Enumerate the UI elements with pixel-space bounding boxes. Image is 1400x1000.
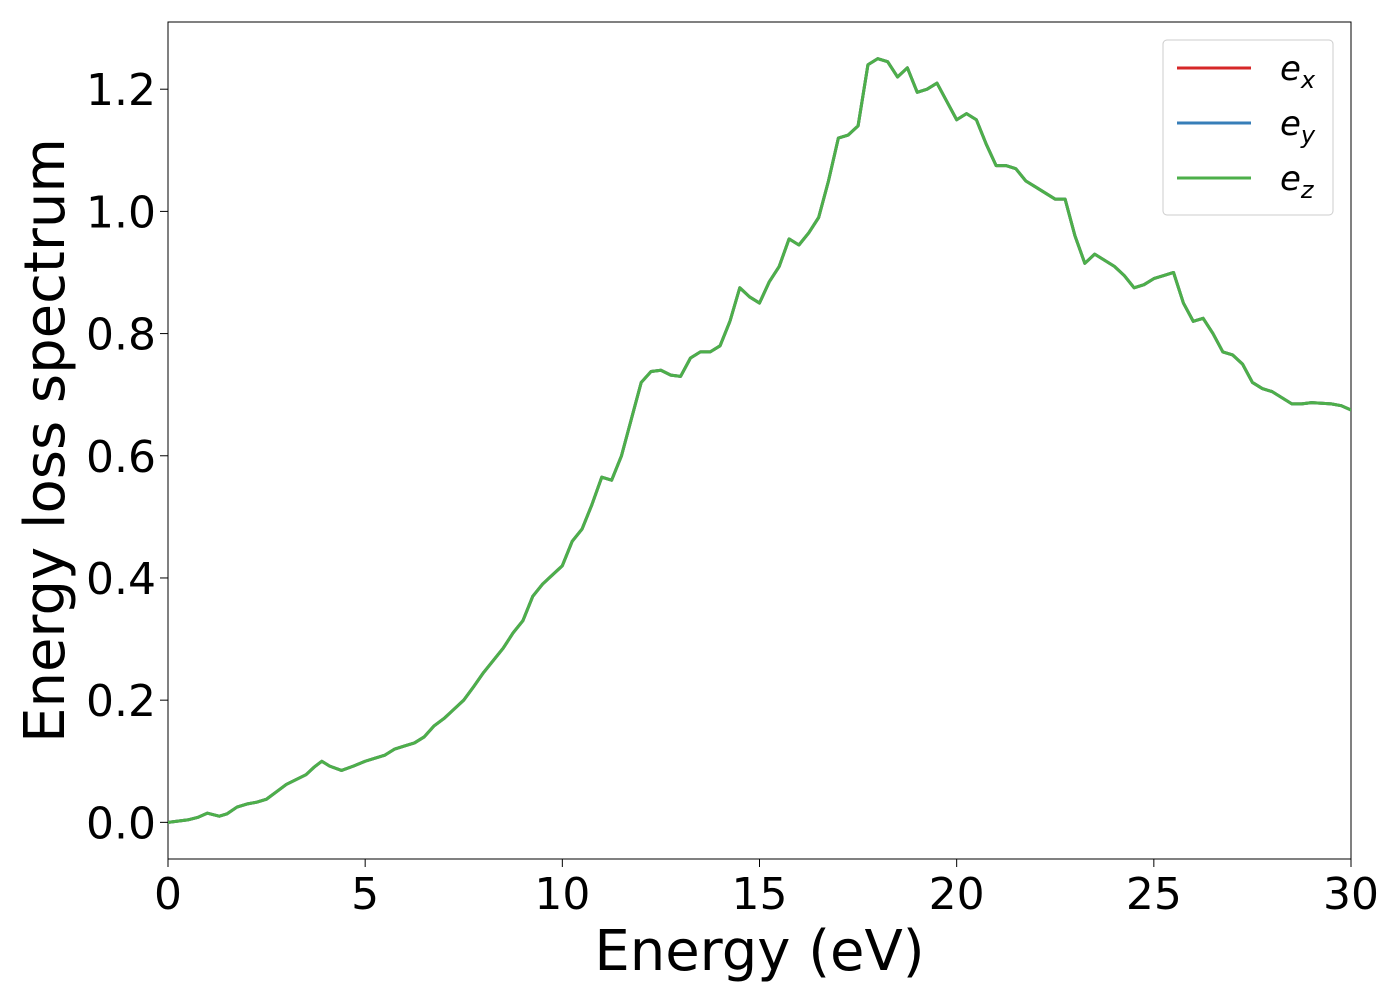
plot-area bbox=[167, 21, 1352, 860]
y-tick-label: 1.2 bbox=[86, 65, 156, 116]
y-tick-label: 0.8 bbox=[86, 310, 156, 361]
x-tick-label: 30 bbox=[1323, 869, 1379, 920]
x-tick-label: 15 bbox=[732, 869, 788, 920]
x-tick-label: 0 bbox=[154, 869, 182, 920]
x-axis-title: Energy (eV) bbox=[594, 919, 924, 984]
y-tick-label: 0.4 bbox=[86, 554, 156, 605]
legend-box bbox=[1162, 39, 1334, 216]
legend-label: ey bbox=[1280, 104, 1316, 149]
legend-label: ex bbox=[1280, 49, 1316, 94]
legend-label-subscript: y bbox=[1300, 121, 1316, 149]
x-axis: 0 5 10 15 20 25 30 bbox=[154, 859, 1379, 920]
y-tick-label: 0.0 bbox=[86, 798, 156, 849]
x-tick-label: 10 bbox=[534, 869, 590, 920]
legend-label: ez bbox=[1280, 159, 1315, 204]
x-tick-label: 5 bbox=[351, 869, 379, 920]
series-line-ez bbox=[168, 57, 1351, 824]
y-tick-label: 0.6 bbox=[86, 432, 156, 483]
x-tick-label: 20 bbox=[929, 869, 985, 920]
y-axis-title: Energy loss spectrum bbox=[13, 138, 78, 743]
y-tick-label: 0.2 bbox=[86, 676, 156, 727]
x-tick-label: 25 bbox=[1126, 869, 1182, 920]
legend-label-subscript: x bbox=[1300, 66, 1316, 94]
legend-label-subscript: z bbox=[1300, 176, 1315, 204]
y-tick-label: 1.0 bbox=[86, 187, 156, 238]
legend-label-main: e bbox=[1280, 104, 1301, 144]
legend-label-main: e bbox=[1280, 159, 1301, 199]
series-layer bbox=[168, 57, 1351, 824]
legend-label-main: e bbox=[1280, 49, 1301, 89]
y-axis: 0.0 0.2 0.4 0.6 0.8 1.0 1.2 bbox=[86, 65, 168, 849]
